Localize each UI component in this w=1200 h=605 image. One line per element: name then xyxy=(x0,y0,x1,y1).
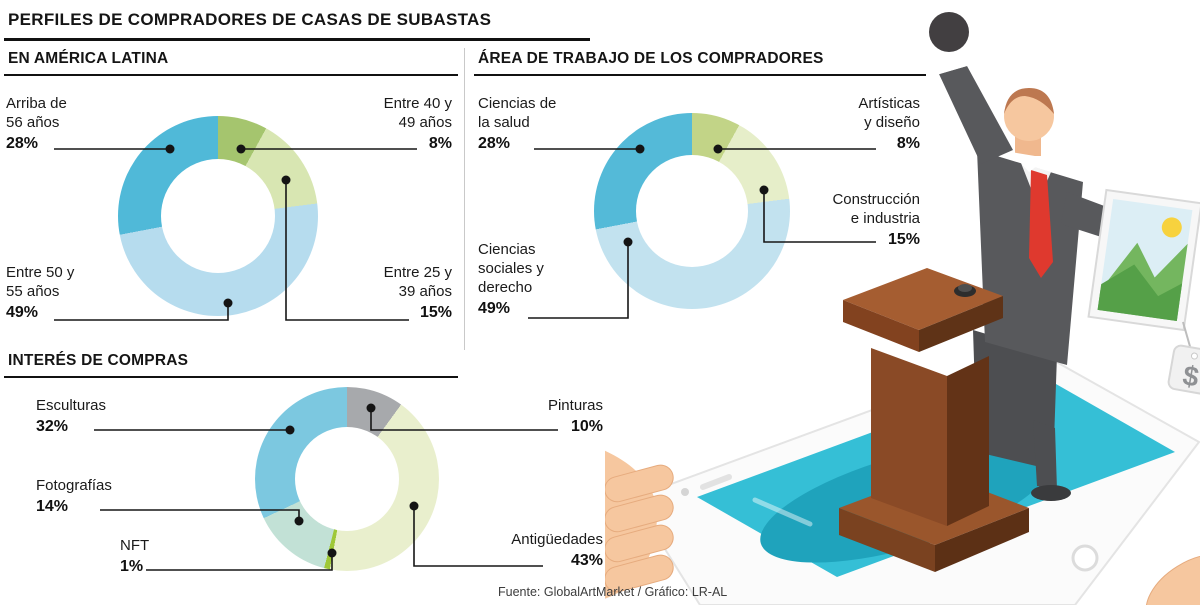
segment-label-text: Pinturas xyxy=(547,397,603,414)
segment-pct: 14% xyxy=(36,498,69,515)
shirt-cuff xyxy=(929,46,967,76)
donut-hole xyxy=(161,159,275,273)
speaker-icon xyxy=(700,474,732,490)
head xyxy=(1004,91,1054,141)
segment-pct: 49% xyxy=(6,304,39,321)
auctioneer-man xyxy=(929,12,1148,501)
red-tie xyxy=(1029,170,1053,278)
page-title: PERFILES DE COMPRADORES DE CASAS DE SUBA… xyxy=(8,10,492,29)
auction-podium xyxy=(839,268,1029,572)
donut-hole xyxy=(294,426,400,532)
segment-pct: 15% xyxy=(887,231,920,248)
segment-pct: 43% xyxy=(570,552,603,569)
donut-chart-area-trabajo xyxy=(594,113,790,309)
segment-label-nft: NFT 1% xyxy=(120,536,220,577)
camera-icon xyxy=(681,488,689,496)
segment-label-25-39: Entre 25 y 39 años 15% xyxy=(332,263,452,323)
section-title-interests: INTERÉS DE COMPRAS xyxy=(4,352,458,378)
segment-pct: 10% xyxy=(570,418,603,435)
segment-label-fotografias: Fotografías 14% xyxy=(36,476,166,517)
segment-pct: 49% xyxy=(478,300,511,317)
donut-hole xyxy=(636,155,748,267)
donut-chart-intereses xyxy=(255,387,439,571)
donut-chart-edades xyxy=(118,116,318,316)
shoe xyxy=(1031,485,1071,501)
segment-label-text: Entre 40 y 49 años xyxy=(383,95,452,131)
segment-label-esculturas: Esculturas 32% xyxy=(36,396,166,437)
segment-label-50-55: Entre 50 y 55 años 49% xyxy=(6,263,126,323)
home-button-icon xyxy=(1071,544,1099,572)
segment-label-text: Ciencias sociales y derecho xyxy=(478,241,544,296)
price-tag: $ xyxy=(1167,321,1200,396)
segment-label-ciencias-sociales: Ciencias sociales y derecho 49% xyxy=(478,240,608,319)
vertical-divider xyxy=(464,48,465,350)
holding-hand xyxy=(575,440,1200,605)
source-credit: Fuente: GlobalArtMarket / Gráfico: LR-AL xyxy=(498,585,728,599)
segment-pct: 8% xyxy=(896,135,920,152)
segment-label-text: Fotografías xyxy=(36,477,112,494)
segment-label-text: Construcción e industria xyxy=(832,191,920,227)
painting xyxy=(1087,188,1200,332)
section-title-latam: EN AMÉRICA LATINA xyxy=(4,50,458,76)
segment-pct: 28% xyxy=(478,135,511,152)
segment-label-text: Arriba de 56 años xyxy=(6,95,67,131)
segment-label-text: Artísticas y diseño xyxy=(858,95,920,131)
segment-label-text: NFT xyxy=(120,537,150,554)
segment-pct: 28% xyxy=(6,135,39,152)
segment-label-text: Esculturas xyxy=(36,397,107,414)
segment-label-antiguedades: Antigüedades 43% xyxy=(453,530,603,571)
segment-label-text: Ciencias de la salud xyxy=(478,95,557,131)
segment-label-pinturas: Pinturas 10% xyxy=(473,396,603,437)
auction-illustration-svg: $ xyxy=(575,12,1200,605)
raised-fist-icon xyxy=(929,12,969,52)
segment-label-ciencias-salud: Ciencias de la salud 28% xyxy=(478,94,608,154)
hair xyxy=(1004,88,1054,114)
segment-label-artisticas: Artísticas y diseño 8% xyxy=(780,94,920,154)
segment-label-text: Entre 50 y 55 años xyxy=(6,264,75,300)
segment-pct: 15% xyxy=(419,304,452,321)
segment-label-construccion: Construcción e industria 15% xyxy=(760,190,920,250)
segment-pct: 32% xyxy=(36,418,69,435)
section-title-work-area: ÁREA DE TRABAJO DE LOS COMPRADORES xyxy=(474,50,926,76)
segment-pct: 1% xyxy=(120,558,144,575)
segment-label-text: Antigüedades xyxy=(511,531,603,548)
auction-illustration: $ xyxy=(575,0,1200,605)
segment-label-arriba-56: Arriba de 56 años 28% xyxy=(6,94,126,154)
dollar-tag-icon: $ xyxy=(1181,360,1200,393)
sun-icon xyxy=(1161,217,1182,238)
title-underline: PERFILES DE COMPRADORES DE CASAS DE SUBA… xyxy=(4,8,590,41)
segment-label-40-49: Entre 40 y 49 años 8% xyxy=(332,94,452,154)
segment-label-text: Entre 25 y 39 años xyxy=(383,264,452,300)
segment-pct: 8% xyxy=(428,135,452,152)
